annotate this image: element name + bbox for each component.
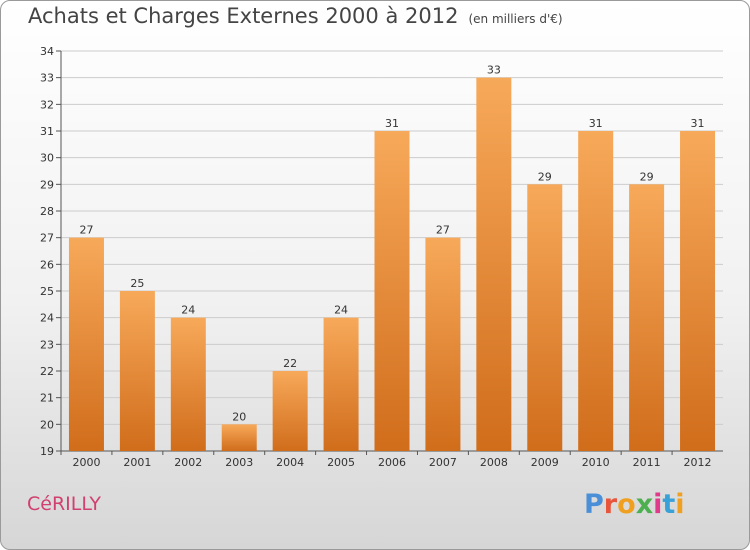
bar xyxy=(272,371,308,451)
y-tick-label: 31 xyxy=(40,125,54,138)
commune-name: CéRILLY xyxy=(27,493,102,515)
bar xyxy=(578,131,614,451)
title-text: Achats et Charges Externes 2000 à 2012 xyxy=(28,4,459,28)
bar-value-label: 31 xyxy=(385,117,399,130)
bar xyxy=(170,317,206,451)
y-tick-label: 27 xyxy=(40,232,54,245)
x-tick-label: 2011 xyxy=(633,456,661,469)
y-tick-label: 28 xyxy=(40,205,54,218)
x-tick-label: 2007 xyxy=(429,456,457,469)
bar-value-label: 24 xyxy=(181,304,195,317)
logo-letter: x xyxy=(635,489,654,520)
bar-value-label: 20 xyxy=(232,410,246,423)
y-tick-label: 23 xyxy=(40,338,54,351)
y-tick-label: 19 xyxy=(40,445,54,458)
x-tick-label: 2003 xyxy=(225,456,253,469)
bar-value-label: 27 xyxy=(436,224,450,237)
x-tick-label: 2001 xyxy=(123,456,151,469)
bar-value-label: 24 xyxy=(334,304,348,317)
logo-letter: P xyxy=(584,489,604,520)
bar xyxy=(323,317,359,451)
bar xyxy=(680,131,716,451)
bar xyxy=(374,131,410,451)
y-tick-label: 30 xyxy=(40,152,54,165)
y-tick-label: 25 xyxy=(40,285,54,298)
x-tick-label: 2008 xyxy=(480,456,508,469)
logo-letter: o xyxy=(617,489,636,520)
title-unit: (en milliers d'€) xyxy=(468,12,563,26)
x-tick-label: 2010 xyxy=(582,456,610,469)
y-tick-label: 32 xyxy=(40,98,54,111)
bar xyxy=(629,184,665,452)
bar-value-label: 29 xyxy=(538,170,552,183)
bar-value-label: 25 xyxy=(130,277,144,290)
bar xyxy=(425,237,461,451)
y-tick-label: 22 xyxy=(40,365,54,378)
logo-letter: t xyxy=(662,489,676,520)
bar-value-label: 31 xyxy=(589,117,603,130)
x-tick-label: 2000 xyxy=(72,456,100,469)
bar-value-label: 29 xyxy=(640,170,654,183)
logo-letter: i xyxy=(653,489,663,520)
bar-value-label: 27 xyxy=(79,224,93,237)
y-tick-label: 33 xyxy=(40,72,54,85)
bar xyxy=(476,77,512,452)
x-tick-label: 2006 xyxy=(378,456,406,469)
x-tick-label: 2009 xyxy=(531,456,559,469)
y-tick-label: 34 xyxy=(40,45,54,58)
bar-value-label: 31 xyxy=(691,117,705,130)
x-tick-label: 2005 xyxy=(327,456,355,469)
y-tick-label: 20 xyxy=(40,418,54,431)
proxiti-logo: Proxiti xyxy=(584,489,685,520)
chart-title: Achats et Charges Externes 2000 à 2012 (e… xyxy=(28,4,563,28)
bar xyxy=(68,237,104,451)
bar xyxy=(221,424,257,451)
x-tick-label: 2012 xyxy=(684,456,712,469)
y-tick-label: 29 xyxy=(40,178,54,191)
y-tick-label: 24 xyxy=(40,312,54,325)
bar-value-label: 22 xyxy=(283,357,297,370)
bar xyxy=(119,291,155,451)
bar xyxy=(527,184,563,452)
y-tick-label: 26 xyxy=(40,258,54,271)
logo-letter: r xyxy=(603,489,618,520)
logo-letter: i xyxy=(675,489,685,520)
x-tick-label: 2004 xyxy=(276,456,304,469)
y-tick-label: 21 xyxy=(40,392,54,405)
bar-value-label: 33 xyxy=(487,64,501,77)
x-tick-label: 2002 xyxy=(174,456,202,469)
